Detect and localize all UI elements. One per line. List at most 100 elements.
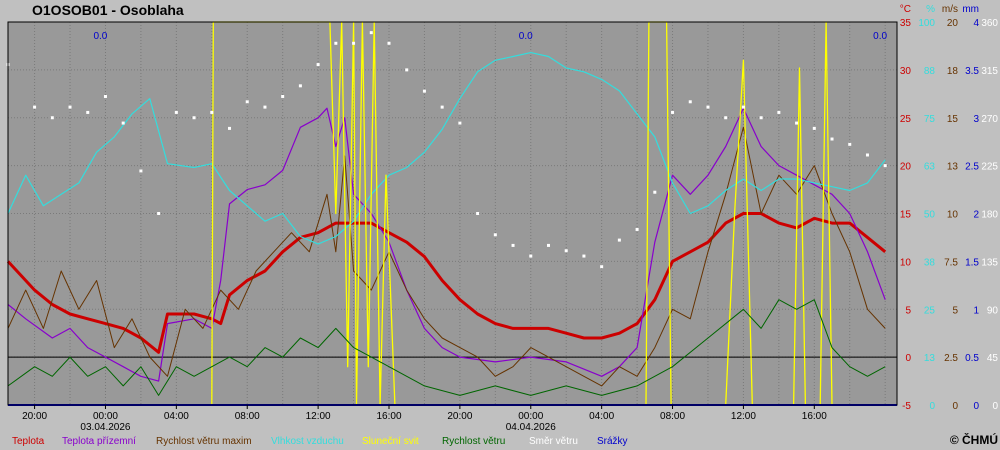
axis-tick-label: 2: [973, 210, 979, 221]
x-tick-label: 04:00: [589, 411, 614, 422]
wind-direction-point: [263, 105, 267, 109]
legend-entry: Teplota přízemní: [62, 436, 136, 447]
axis-tick-label: 1: [973, 305, 979, 316]
wind-direction-point: [653, 190, 657, 194]
wind-direction-point: [706, 105, 710, 109]
wind-direction-point: [777, 110, 781, 114]
chart-title: O1OSOB01 - Osoblaha: [32, 2, 184, 18]
wind-direction-point: [759, 116, 763, 120]
axis-tick-label: 88: [924, 66, 936, 77]
wind-direction-point: [493, 233, 497, 237]
wind-direction-point: [174, 110, 178, 114]
wind-direction-point: [68, 105, 72, 109]
axis-tick-label: 225: [981, 162, 998, 173]
axis-tick-label: 5: [952, 305, 958, 316]
wind-direction-point: [352, 41, 356, 45]
legend-entry: Směr větru: [529, 436, 578, 447]
wind-direction-point: [86, 110, 90, 114]
axis-tick-label: 0: [992, 401, 998, 412]
wind-direction-point: [546, 243, 550, 247]
wind-direction-point: [33, 105, 37, 109]
axis-tick-label: 4: [973, 18, 979, 29]
axis-tick-label: 13: [947, 162, 959, 173]
wind-direction-point: [245, 100, 249, 104]
wind-direction-point: [724, 116, 728, 120]
x-tick-label: 16:00: [376, 411, 401, 422]
wind-direction-point: [157, 212, 161, 215]
axis-tick-label: 25: [924, 305, 936, 316]
wind-direction-point: [103, 94, 107, 98]
wind-direction-point: [281, 94, 285, 98]
axis-tick-label: 3.5: [965, 66, 979, 77]
plot-frame: [7, 21, 898, 406]
x-tick-label: 12:00: [306, 411, 331, 422]
x-tick-label: 08:00: [660, 411, 685, 422]
wind-direction-point: [387, 41, 391, 45]
x-tick-label: 08:00: [235, 411, 260, 422]
wind-direction-point: [50, 116, 54, 120]
axis-tick-label: 45: [987, 353, 999, 364]
wind-direction-point: [511, 243, 515, 247]
axis-tick-label: 13: [924, 353, 936, 364]
wind-direction-point: [688, 100, 692, 104]
legend-entry: Sluneční svit: [362, 436, 419, 447]
axis-tick-label: 20: [947, 18, 959, 29]
axis-tick-label: 30: [900, 66, 912, 77]
axis-unit-label: °C: [900, 4, 911, 15]
series-line: [7, 126, 886, 387]
legend-entry: Teplota: [12, 436, 45, 447]
axis-tick-label: 2.5: [965, 162, 979, 173]
axis-tick-label: 15: [900, 210, 912, 221]
copyright: © ČHMÚ: [949, 433, 998, 447]
wind-direction-point: [192, 116, 196, 120]
axis-tick-label: 5: [905, 305, 911, 316]
axis-tick-label: 0: [905, 353, 911, 364]
wind-direction-point: [848, 142, 852, 146]
legend-entry: Rychlost větru maxim: [156, 436, 252, 447]
wind-direction-point: [617, 238, 621, 242]
wind-direction-point: [210, 110, 214, 114]
axis-tick-label: 0: [973, 401, 979, 412]
axis-unit-label: %: [926, 4, 935, 15]
wind-direction-point: [121, 121, 125, 125]
wind-direction-point: [458, 121, 462, 125]
axis-tick-label: 3: [973, 114, 979, 125]
series-line: [7, 52, 886, 245]
wind-direction-point: [440, 105, 444, 109]
axis-tick-label: 38: [924, 257, 936, 268]
axis-tick-label: 360: [981, 18, 998, 29]
wind-direction-point: [830, 137, 834, 141]
x-tick-label: 00:00: [518, 411, 543, 422]
axis-tick-label: 20: [900, 162, 912, 173]
x-tick-label: 20:00: [22, 411, 47, 422]
x-tick-label: 16:00: [802, 411, 827, 422]
legend-entry: Rychlost větru: [442, 436, 505, 447]
wind-direction-point: [865, 153, 869, 157]
axis-tick-label: 15: [947, 114, 959, 125]
axis-tick-label: 315: [981, 66, 998, 77]
wind-direction-point: [334, 41, 338, 45]
wind-direction-point: [635, 227, 639, 231]
wind-direction-point: [564, 249, 568, 253]
axis-tick-label: -5: [902, 401, 911, 412]
axis-tick-label: 63: [924, 162, 936, 173]
series-line: [7, 299, 886, 396]
wind-direction-point: [812, 126, 816, 130]
precip-total-label: 0.0: [873, 31, 887, 42]
wind-direction-point: [369, 31, 373, 35]
precip-total-label: 0.0: [93, 31, 107, 42]
axis-unit-label: m/s: [942, 4, 958, 15]
wind-direction-point: [795, 121, 799, 125]
axis-tick-label: 10: [947, 210, 959, 221]
axis-tick-label: 180: [981, 210, 998, 221]
precip-total-label: 0.0: [519, 31, 533, 42]
axis-tick-label: 75: [924, 114, 936, 125]
axis-tick-label: 0: [952, 401, 958, 412]
wind-direction-point: [741, 105, 745, 109]
wind-direction-point: [298, 84, 302, 88]
axis-tick-label: 1.5: [965, 257, 979, 268]
wind-direction-point: [139, 169, 143, 173]
axis-tick-label: 25: [900, 114, 912, 125]
wind-direction-point: [316, 63, 320, 67]
wind-direction-point: [476, 212, 480, 215]
